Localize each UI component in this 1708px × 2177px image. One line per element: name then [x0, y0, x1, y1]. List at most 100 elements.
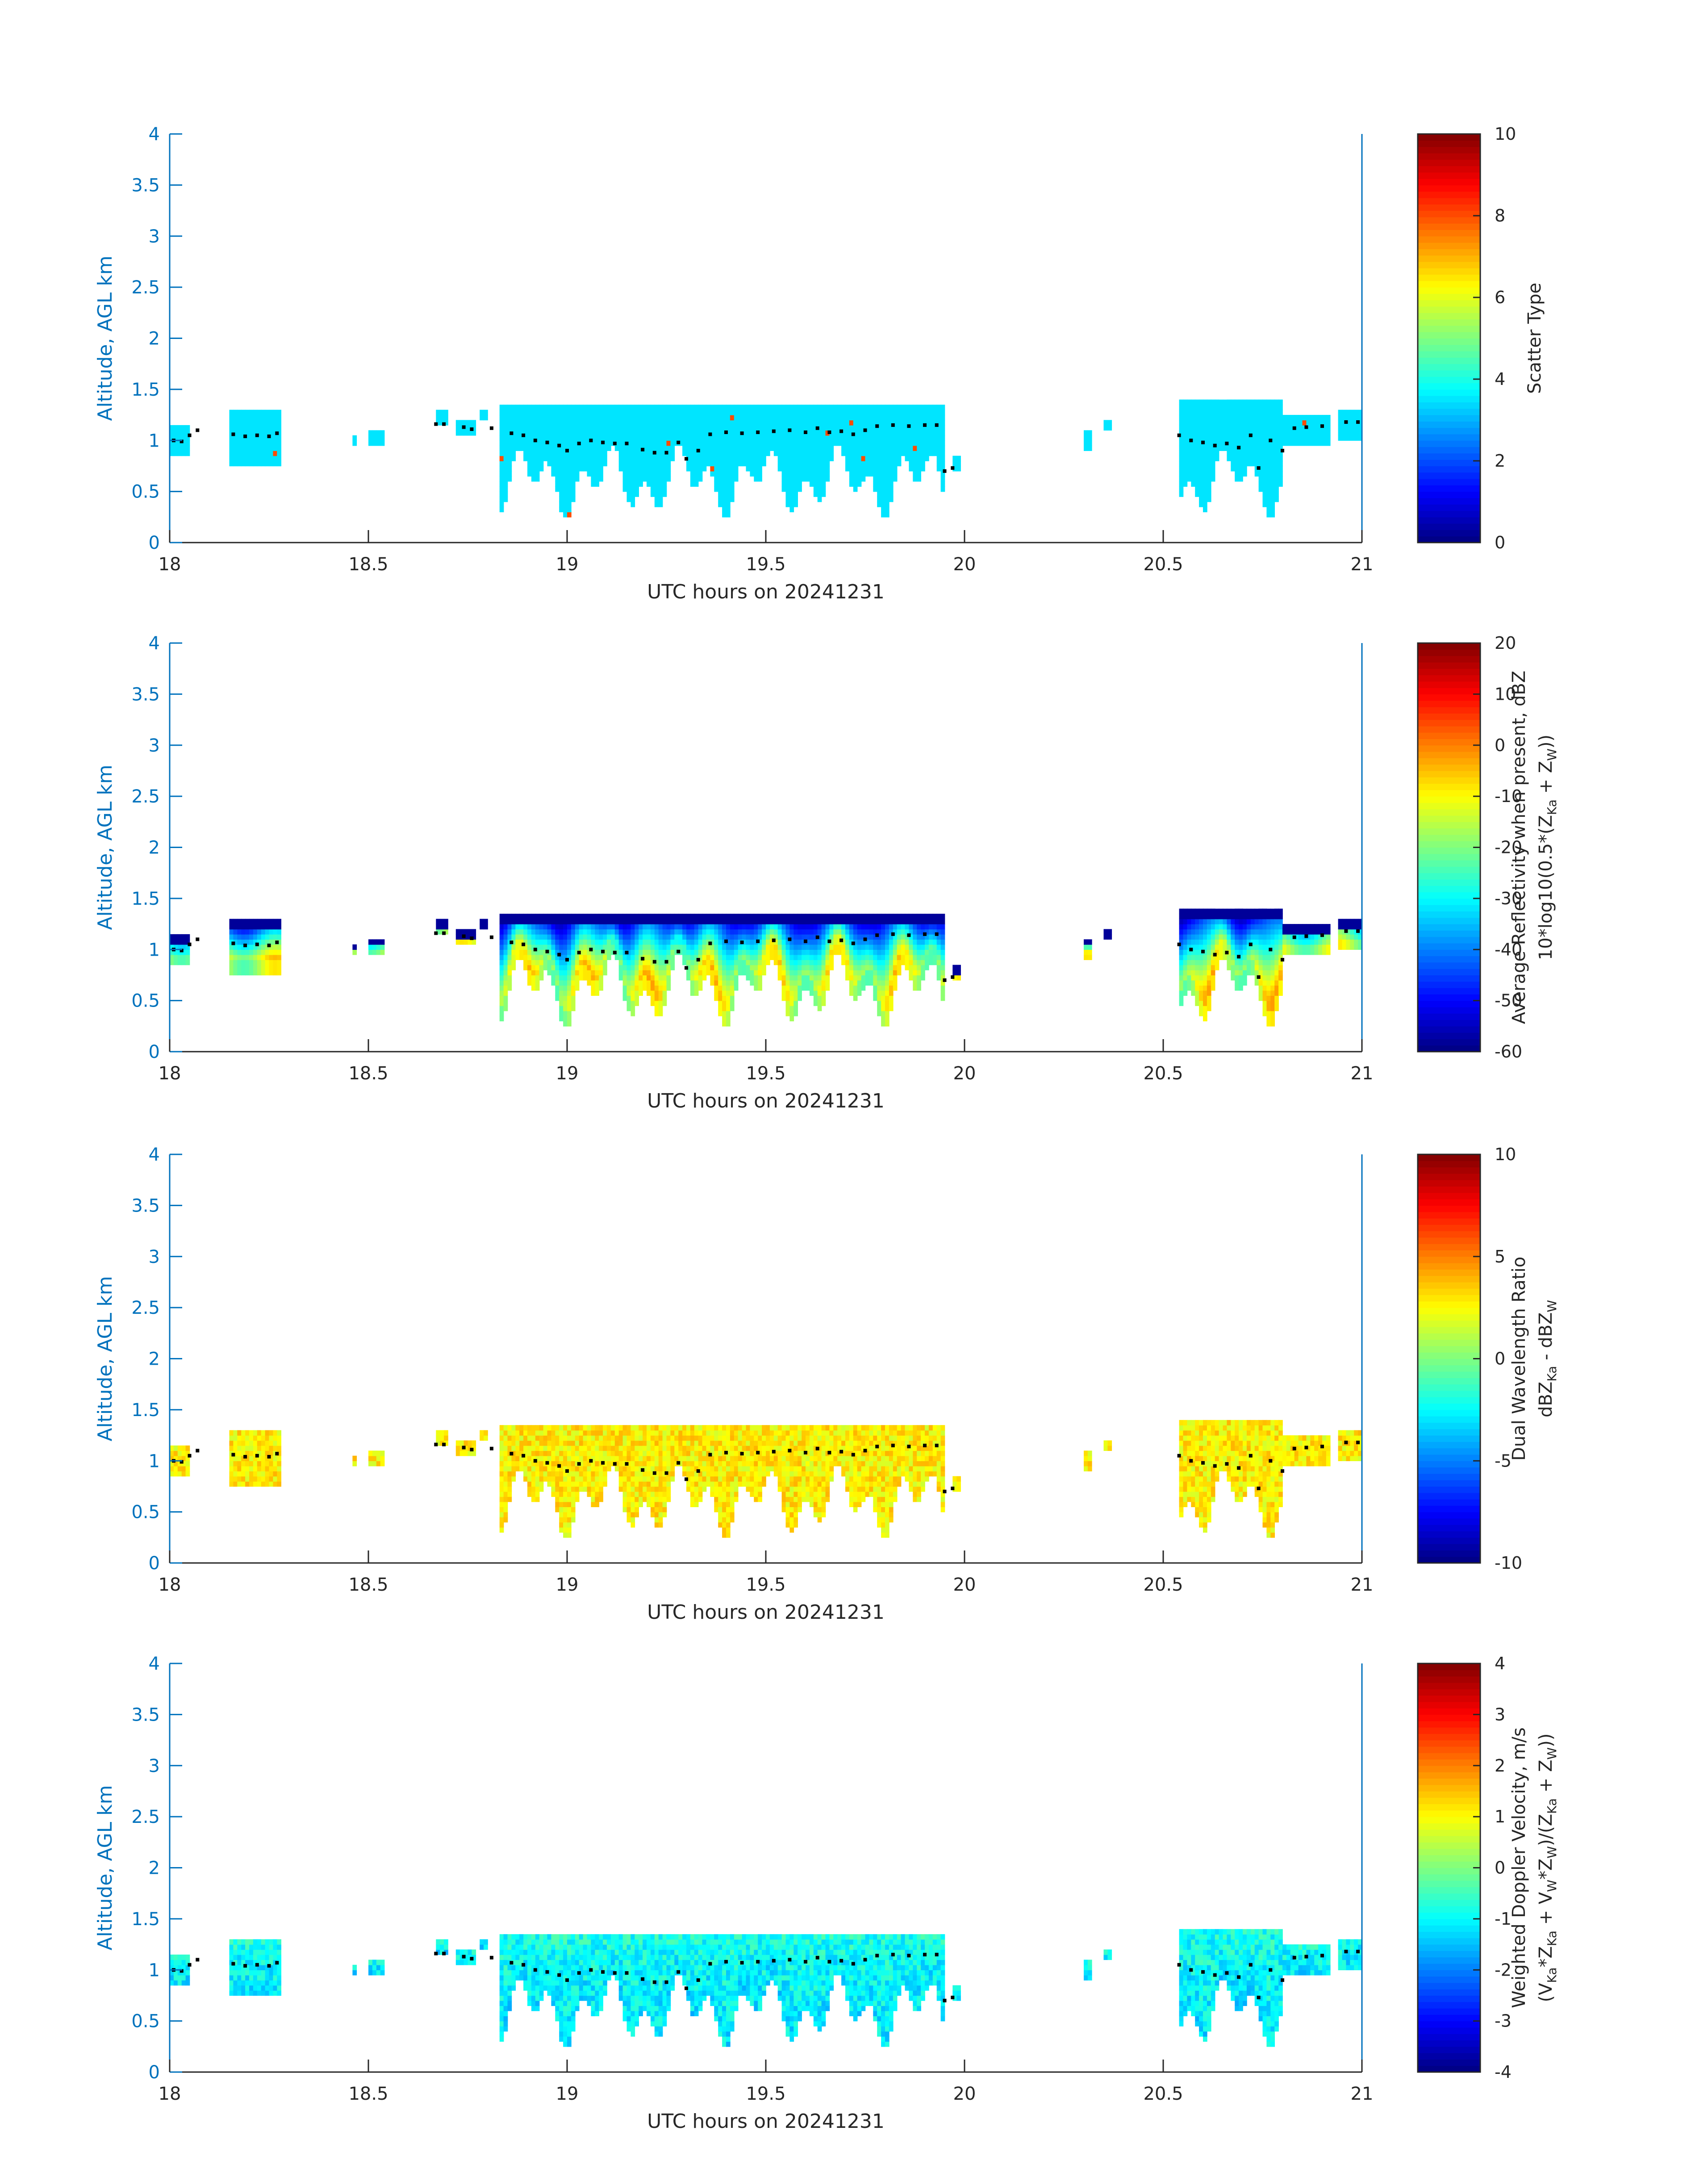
heatmap-cell: [678, 939, 683, 945]
heatmap-cell: [1179, 445, 1184, 451]
heatmap-cell: [635, 435, 639, 441]
heatmap-cell: [1243, 929, 1247, 935]
heatmap-cell: [877, 501, 881, 507]
heatmap-cell: [932, 451, 937, 456]
heatmap-cell: [718, 440, 722, 446]
heatmap-cell: [750, 430, 755, 436]
heatmap-cell: [1191, 420, 1195, 426]
heatmap-cell: [845, 455, 850, 461]
heatmap-cell: [555, 939, 560, 945]
heatmap-cell: [1195, 440, 1199, 446]
heatmap-cell: [877, 455, 881, 461]
heatmap-cell: [527, 934, 532, 940]
heatmap-cell: [1274, 455, 1279, 461]
heatmap-cell: [781, 939, 786, 945]
heatmap-cell: [917, 980, 921, 986]
heatmap-cell: [1246, 924, 1251, 930]
heatmap-cell: [861, 924, 866, 930]
heatmap-cell: [1239, 965, 1243, 970]
heatmap-cell: [1195, 476, 1199, 482]
colorbar-step: [1418, 491, 1480, 498]
heatmap-cell: [647, 445, 651, 451]
heatmap-cell: [769, 409, 774, 415]
cloud-base-dot: [1177, 433, 1181, 437]
heatmap-cell: [480, 409, 484, 415]
heatmap-cell: [936, 924, 941, 930]
heatmap-cell: [1195, 415, 1199, 421]
heatmap-cell: [917, 929, 921, 935]
heatmap-cell: [253, 929, 258, 935]
heatmap-cell: [913, 960, 917, 965]
heatmap-cell: [1266, 944, 1271, 950]
heatmap-cell: [666, 415, 671, 421]
heatmap-cell: [662, 995, 667, 1001]
heatmap-cell: [913, 980, 917, 986]
heatmap-cell: [750, 461, 755, 467]
heatmap-cell: [885, 461, 889, 467]
heatmap-cell: [1290, 949, 1295, 955]
heatmap-cell: [936, 435, 941, 441]
heatmap-cell: [678, 944, 683, 950]
heatmap-cell: [730, 476, 735, 482]
heatmap-cell: [670, 914, 675, 919]
heatmap-cell: [511, 420, 516, 426]
heatmap-cell: [1199, 445, 1203, 451]
heatmap-cell: [789, 461, 794, 467]
heatmap-cell: [1179, 929, 1184, 935]
heatmap-cell: [658, 461, 663, 467]
heatmap-cell: [773, 440, 778, 446]
heatmap-cell: [249, 965, 254, 970]
heatmap-cell: [1227, 435, 1232, 441]
heatmap-cell: [742, 914, 747, 919]
heatmap-cell: [936, 944, 941, 950]
heatmap-cell: [575, 914, 580, 919]
heatmap-cell: [1215, 919, 1219, 924]
heatmap-cell: [237, 420, 242, 426]
heatmap-cell: [793, 466, 798, 472]
heatmap-cell: [523, 405, 528, 410]
heatmap-cell: [694, 430, 699, 436]
heatmap-cell: [686, 919, 691, 924]
heatmap-cell: [781, 980, 786, 986]
heatmap-cell: [654, 975, 659, 981]
heatmap-cell: [936, 970, 941, 976]
heatmap-cell: [237, 939, 242, 945]
heatmap-cell: [519, 944, 524, 950]
heatmap-cell: [785, 471, 790, 477]
heatmap-cell: [631, 1006, 635, 1011]
heatmap-cell: [559, 451, 564, 456]
heatmap-cell: [257, 960, 262, 965]
heatmap-cell: [829, 405, 834, 410]
heatmap-cell: [635, 965, 639, 970]
heatmap-cell: [690, 420, 695, 426]
heatmap-cell: [1278, 970, 1283, 976]
heatmap-cell: [603, 934, 607, 940]
heatmap-cell: [710, 445, 715, 451]
heatmap-cell: [777, 425, 782, 431]
heatmap-cell: [265, 944, 270, 950]
heatmap-cell: [865, 949, 870, 955]
heatmap-cell: [853, 435, 858, 441]
heatmap-cell: [1179, 954, 1184, 960]
heatmap-cell: [249, 939, 254, 945]
heatmap-cell: [925, 415, 929, 421]
heatmap-cell: [857, 471, 862, 477]
heatmap-cell: [607, 430, 611, 436]
heatmap-cell: [1266, 919, 1271, 924]
heatmap-cell: [857, 965, 862, 970]
heatmap-cell: [1215, 409, 1219, 415]
heatmap-cell: [1270, 1000, 1275, 1006]
heatmap-cell: [881, 1006, 885, 1011]
heatmap-cell: [503, 497, 508, 502]
heatmap-cell: [563, 415, 568, 421]
heatmap-cell: [746, 461, 751, 467]
heatmap-cell: [1294, 435, 1299, 441]
heatmap-cell: [841, 960, 846, 965]
heatmap-cell: [666, 975, 671, 981]
heatmap-cell: [1270, 512, 1275, 518]
heatmap-cell: [742, 461, 747, 467]
heatmap-cell: [622, 466, 627, 472]
colorbar-step: [1418, 146, 1480, 154]
heatmap-cell: [1183, 944, 1188, 950]
heatmap-cell: [769, 929, 774, 935]
